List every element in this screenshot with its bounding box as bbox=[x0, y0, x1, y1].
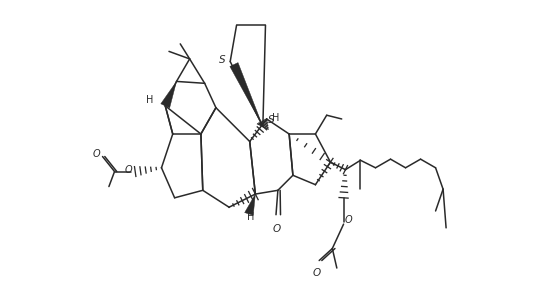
Text: H: H bbox=[272, 113, 279, 123]
Polygon shape bbox=[230, 63, 263, 127]
Text: O: O bbox=[312, 267, 320, 278]
Polygon shape bbox=[245, 194, 256, 215]
Text: O: O bbox=[273, 224, 281, 234]
Text: H: H bbox=[247, 212, 254, 222]
Text: S: S bbox=[219, 55, 225, 65]
Polygon shape bbox=[161, 82, 177, 108]
Text: O: O bbox=[125, 165, 132, 175]
Text: O: O bbox=[93, 149, 100, 159]
Text: H: H bbox=[146, 95, 153, 105]
Text: O: O bbox=[344, 215, 352, 225]
Text: S: S bbox=[268, 115, 274, 125]
